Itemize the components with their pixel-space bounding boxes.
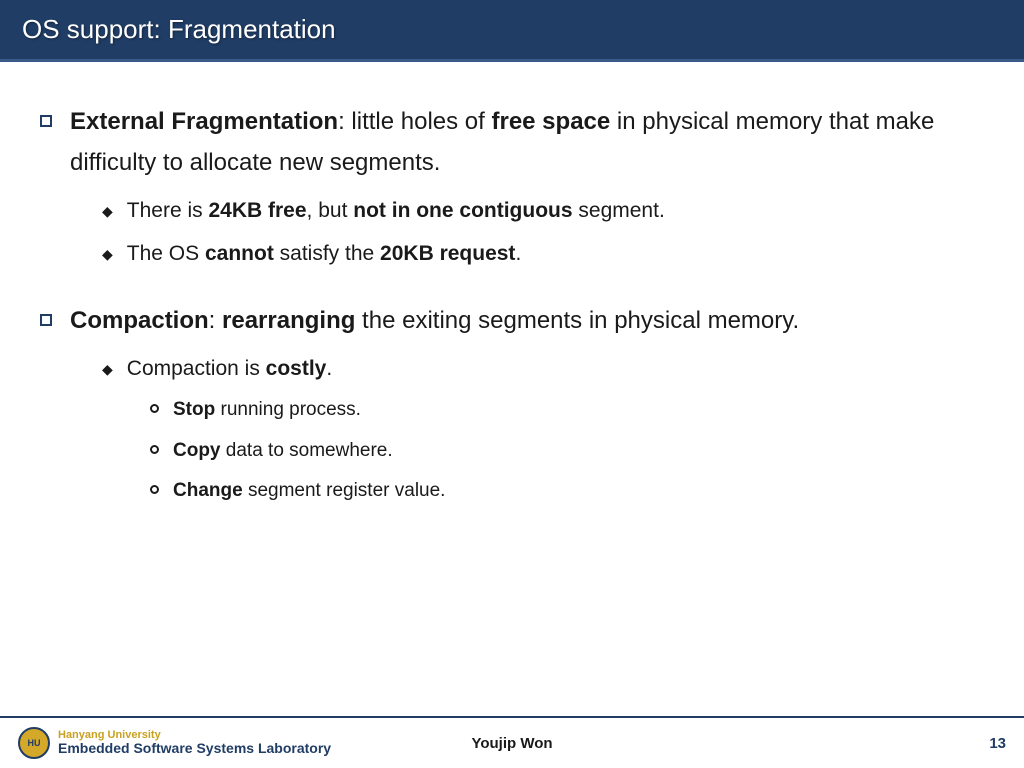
footer-author: Youjip Won — [471, 735, 552, 752]
slide-content: External Fragmentation: little holes of … — [0, 62, 1024, 506]
bullet-level-1: Compaction: rearranging the exiting segm… — [40, 301, 984, 342]
footer: HU Hanyang University Embedded Software … — [0, 716, 1024, 768]
footer-logo-block: HU Hanyang University Embedded Software … — [18, 727, 331, 759]
slide-title: OS support: Fragmentation — [0, 0, 1024, 62]
bullet-level-2: ◆Compaction is costly. — [102, 352, 984, 386]
bullet-level-3: Copy data to somewhere. — [150, 436, 984, 466]
bullet-level-3: Stop running process. — [150, 395, 984, 425]
diamond-bullet-icon: ◆ — [102, 358, 113, 380]
diamond-bullet-icon: ◆ — [102, 243, 113, 265]
lab-name: Embedded Software Systems Laboratory — [58, 741, 331, 756]
university-seal-icon: HU — [18, 727, 50, 759]
square-bullet-icon — [40, 115, 52, 127]
bullet-level-3: Change segment register value. — [150, 476, 984, 506]
circle-bullet-icon — [150, 404, 159, 413]
circle-bullet-icon — [150, 485, 159, 494]
diamond-bullet-icon: ◆ — [102, 200, 113, 222]
circle-bullet-icon — [150, 445, 159, 454]
page-number: 13 — [989, 735, 1006, 752]
bullet-level-1: External Fragmentation: little holes of … — [40, 102, 984, 184]
bullet-level-2: ◆There is 24KB free, but not in one cont… — [102, 194, 984, 228]
square-bullet-icon — [40, 314, 52, 326]
bullet-level-2: ◆The OS cannot satisfy the 20KB request. — [102, 237, 984, 271]
